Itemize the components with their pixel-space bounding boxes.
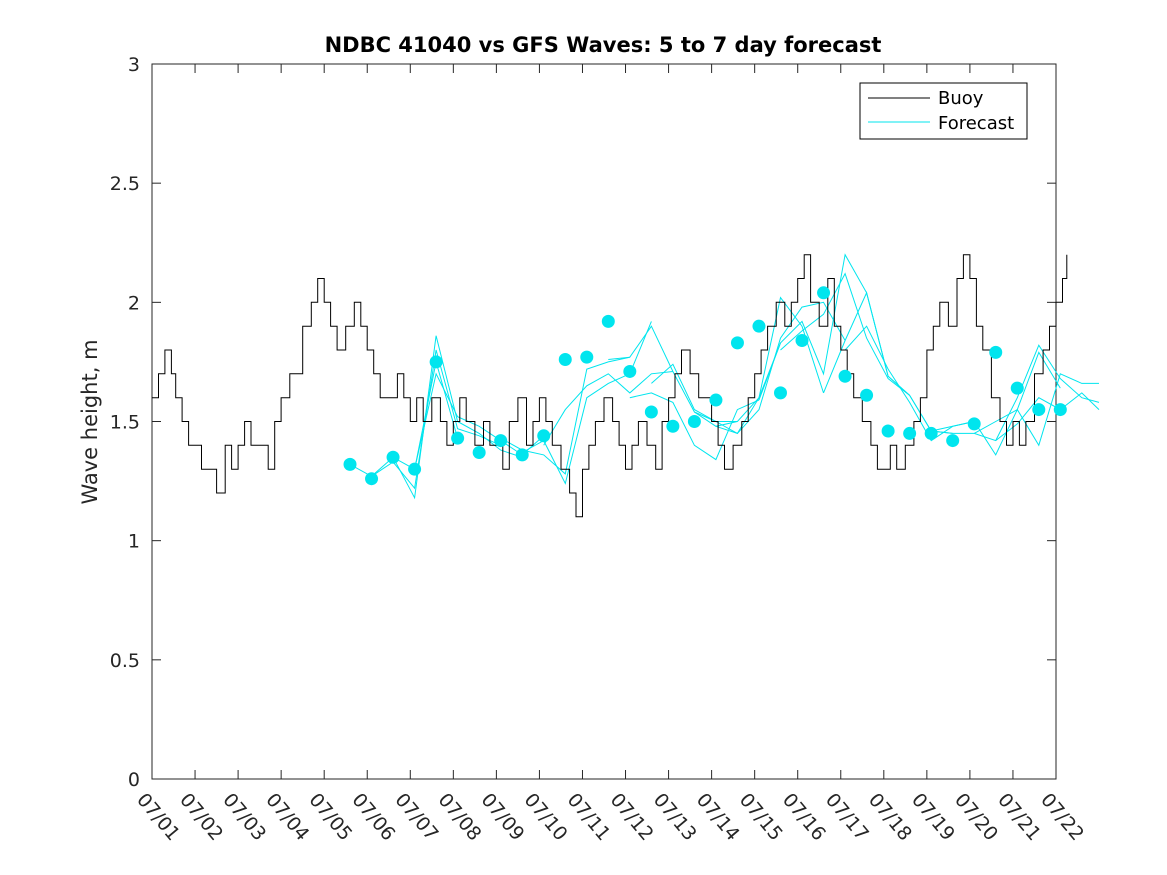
forecast-point	[903, 426, 917, 440]
forecast-point	[451, 431, 465, 445]
forecast-point	[817, 286, 831, 300]
chart-title: NDBC 41040 vs GFS Waves: 5 to 7 day fore…	[325, 33, 882, 57]
forecast-point	[408, 462, 422, 476]
forecast-point	[1053, 403, 1067, 417]
forecast-point	[730, 336, 744, 350]
forecast-point	[967, 417, 981, 431]
forecast-line	[543, 371, 673, 446]
y-tick-label: 1.5	[110, 412, 140, 434]
forecast-point	[924, 426, 938, 440]
y-tick-label: 3	[128, 54, 140, 76]
forecast-point	[429, 355, 443, 369]
forecast-line	[780, 272, 910, 396]
forecast-point	[989, 345, 1003, 359]
forecast-point	[472, 445, 486, 459]
buoy-line	[152, 254, 1068, 518]
y-axis-label: Wave height, m	[78, 339, 102, 504]
forecast-point	[515, 448, 529, 462]
forecast-point	[644, 405, 658, 419]
forecast-point	[365, 472, 379, 486]
legend-box	[859, 82, 1028, 140]
legend-forecast-label: Forecast	[938, 113, 1014, 134]
forecast-point	[623, 364, 637, 378]
forecast-point	[601, 314, 615, 328]
forecast-line	[715, 301, 846, 434]
forecast-point	[709, 393, 723, 407]
forecast-line	[629, 392, 760, 461]
forecast-point	[860, 388, 874, 402]
y-tick-label: 1	[128, 531, 140, 553]
legend-buoy-label: Buoy	[938, 88, 984, 109]
forecast-line	[995, 344, 1100, 441]
forecast-point	[537, 429, 551, 443]
forecast-point	[752, 319, 766, 333]
y-tick-label: 2	[128, 292, 140, 314]
y-tick-label: 0.5	[110, 650, 140, 672]
forecast-line	[973, 373, 1099, 447]
forecast-point	[494, 434, 508, 448]
forecast-point	[795, 333, 809, 347]
forecast-point	[838, 369, 852, 383]
forecast-point	[580, 350, 594, 364]
forecast-point	[687, 415, 701, 428]
forecast-point	[666, 419, 680, 433]
y-tick-label: 2.5	[110, 173, 140, 195]
y-tick-label: 0	[128, 769, 140, 791]
forecast-point	[1032, 403, 1046, 417]
forecast-point	[1010, 381, 1024, 395]
forecast-point	[386, 450, 400, 464]
forecast-point	[558, 353, 572, 367]
forecast-line	[931, 351, 1061, 456]
forecast-point	[946, 434, 960, 448]
forecast-point	[773, 386, 787, 400]
forecast-point	[343, 457, 357, 471]
forecast-point	[881, 424, 895, 438]
legend: Buoy Forecast	[859, 82, 1028, 140]
